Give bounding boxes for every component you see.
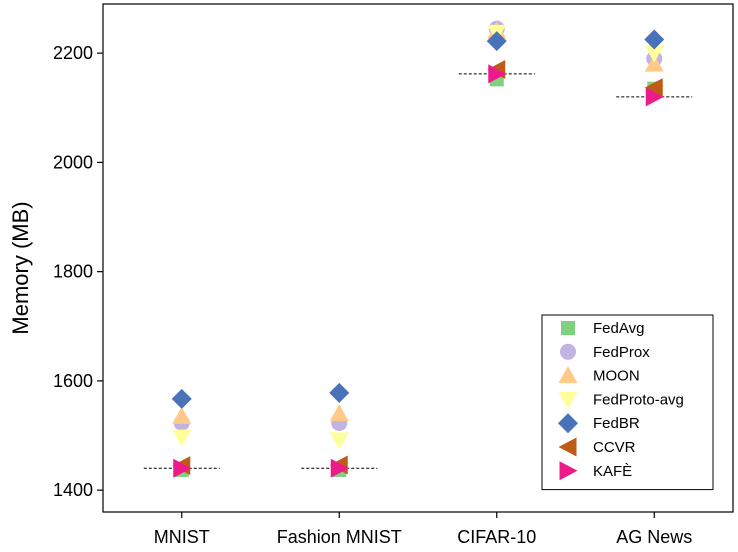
point-moon-fashion-mnist xyxy=(329,404,349,422)
y-axis: 1400 1600 1800 2000 2200 xyxy=(53,43,103,500)
legend-marker-fedprox xyxy=(560,343,576,360)
point-kaf-mnist xyxy=(173,458,192,478)
point-fedproto-avg-fashion-mnist xyxy=(329,432,349,450)
legend-label-ccvr: CCVR xyxy=(593,439,636,456)
legend-label-fedprox: FedProx xyxy=(593,344,650,361)
legend-marker-fedavg xyxy=(561,321,575,335)
legend-marker-ccvr xyxy=(558,437,577,457)
y-tick-label-2000: 2000 xyxy=(53,152,93,172)
x-tick-label-mnist: MNIST xyxy=(154,527,210,547)
point-fedproto-avg-mnist xyxy=(172,429,192,447)
legend-label-fedbr: FedBR xyxy=(593,415,640,432)
point-fedbr-cifar-10 xyxy=(486,31,507,52)
x-tick-label-fashion-mnist: Fashion MNIST xyxy=(277,527,402,547)
point-kaf-fashion-mnist xyxy=(330,458,349,478)
point-moon-ag-news xyxy=(644,54,664,72)
legend-marker-kaf xyxy=(559,461,578,481)
point-ccvr-ag-news xyxy=(644,78,663,98)
legend-marker-moon xyxy=(558,366,578,384)
legend-label-kaf: KAFÈ xyxy=(593,463,632,480)
data-markers xyxy=(171,20,665,478)
point-fedbr-fashion-mnist xyxy=(329,382,350,403)
y-axis-title: Memory (MB) xyxy=(8,201,33,334)
point-fedproto-avg-ag-news xyxy=(644,45,664,63)
legend: FedAvg FedProx MOON FedProto-avg FedBR CCVR KA… xyxy=(541,314,714,491)
y-tick-label-2200: 2200 xyxy=(53,43,93,63)
legend-marker-fedproto-avg xyxy=(558,391,578,409)
legend-label-fedproto-avg: FedProto-avg xyxy=(593,391,684,408)
point-kaf-cifar-10 xyxy=(488,64,507,84)
point-fedbr-ag-news xyxy=(644,29,665,50)
plot-frame xyxy=(102,3,734,513)
point-kaf-ag-news xyxy=(645,87,664,107)
y-tick-label-1400: 1400 xyxy=(53,480,93,500)
x-tick-label-ag-news: AG News xyxy=(616,527,692,547)
x-axis: MNIST Fashion MNIST CIFAR-10 AG News xyxy=(154,512,692,547)
legend-label-fedavg: FedAvg xyxy=(593,320,644,337)
point-fedbr-mnist xyxy=(171,388,192,409)
point-moon-mnist xyxy=(172,406,192,424)
legend-marker-fedbr xyxy=(558,413,578,434)
y-tick-label-1600: 1600 xyxy=(53,371,93,391)
x-tick-label-cifar-10: CIFAR-10 xyxy=(457,527,536,547)
y-tick-label-1800: 1800 xyxy=(53,262,93,282)
legend-label-moon: MOON xyxy=(593,368,640,385)
